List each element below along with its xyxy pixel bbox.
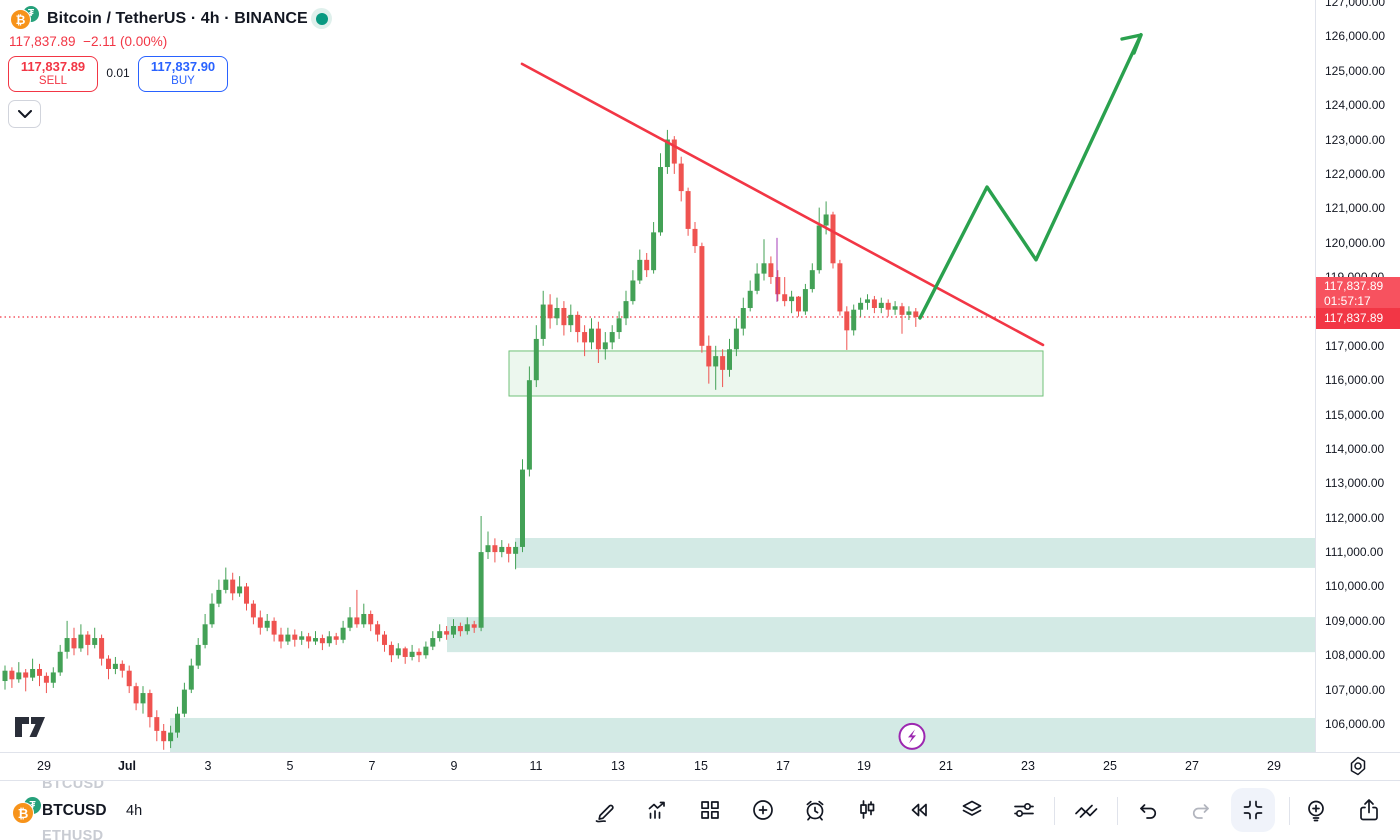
chart-type-icon[interactable] — [853, 796, 881, 824]
bitcoin-icon: ₿ — [12, 802, 34, 824]
lightning-icon[interactable] — [898, 722, 926, 750]
time-tick: 25 — [1103, 759, 1117, 773]
price-tick: 113,000.00 — [1325, 476, 1385, 491]
price-tick: 112,000.00 — [1325, 510, 1385, 525]
watchlist-item-prev[interactable]: BTCUSD — [42, 780, 105, 792]
bottom-bar: BTCUSD ₮ ₿ BTCUSD 4h ETHUSD — [0, 780, 1400, 840]
time-tick: 15 — [694, 759, 708, 773]
candles — [2, 129, 919, 750]
price-tick: 114,000.00 — [1325, 441, 1385, 456]
price-countdown-label: 117,837.89 01:57:17 — [1316, 276, 1400, 309]
price-tick: 127,000.00 — [1325, 0, 1386, 9]
last-price-label-2: 117,837.89 — [1316, 307, 1400, 329]
axis-settings-icon[interactable] — [1334, 753, 1382, 779]
replay-icon[interactable] — [905, 796, 933, 824]
price-change-row: 117,837.89 −2.11 (0.00%) — [9, 34, 167, 49]
chart-canvas[interactable]: ₮ ₿ Bitcoin / TetherUS · 4h · BINANCE 11… — [0, 0, 1315, 752]
time-tick: Jul — [117, 759, 137, 773]
price-change: −2.11 (0.00%) — [83, 34, 168, 49]
price-tick: 125,000.00 — [1325, 63, 1386, 78]
candlestick-chart — [0, 32, 1315, 752]
price-tick: 115,000.00 — [1325, 407, 1385, 422]
toolbar-separator — [1117, 797, 1118, 825]
add-icon[interactable] — [749, 796, 777, 824]
price-tick: 109,000.00 — [1325, 613, 1386, 628]
pair-icon: ₮ ₿ — [10, 6, 40, 32]
last-price: 117,837.89 — [9, 34, 76, 49]
price-tick: 111,000.00 — [1325, 545, 1384, 560]
price-tick: 107,000.00 — [1325, 682, 1386, 697]
last-price-label: 117,837.89 — [1324, 278, 1384, 293]
zone-supply-band-106k[interactable] — [170, 717, 1315, 752]
time-tick: 13 — [611, 759, 625, 773]
countdown-timer: 01:57:17 — [1324, 294, 1371, 309]
time-tick: 27 — [1185, 759, 1199, 773]
price-tick: 121,000.00 — [1325, 201, 1386, 216]
price-tick: 110,000.00 — [1325, 579, 1385, 594]
zone-supply-band-111k[interactable] — [515, 537, 1315, 568]
time-axis[interactable]: 29 Jul 3 5 7 9 11 13 15 17 19 21 23 25 27 29 — [0, 752, 1400, 780]
price-tick: 124,000.00 — [1325, 98, 1386, 113]
pair-icon-small: ₮ ₿ — [12, 797, 48, 827]
active-symbol-button[interactable]: BTCUSD — [42, 802, 107, 819]
buy-button[interactable]: 117,837.90 BUY — [138, 56, 228, 92]
zone-supply-band-108k[interactable] — [447, 617, 1315, 653]
price-tick: 122,000.00 — [1325, 166, 1386, 181]
sell-button[interactable]: 117,837.89 SELL — [8, 56, 98, 92]
drawings-icon[interactable] — [1071, 796, 1099, 824]
spread-value: 0.01 — [106, 66, 130, 80]
price-tick: 116,000.00 — [1325, 373, 1385, 388]
undo-icon[interactable] — [1134, 796, 1162, 824]
price-tick: 120,000.00 — [1325, 235, 1386, 250]
time-tick: 29 — [1267, 759, 1281, 773]
time-tick: 11 — [529, 759, 543, 773]
collapse-icon[interactable] — [1239, 796, 1267, 824]
time-tick: 29 — [37, 759, 51, 773]
time-tick: 7 — [368, 759, 376, 773]
market-status-dot — [311, 8, 332, 29]
projection-arrowhead — [1120, 33, 1143, 55]
expand-toolbar-button[interactable] — [8, 100, 41, 128]
alert-icon[interactable] — [801, 796, 829, 824]
price-axis[interactable]: 127,000.00 126,000.00 125,000.00 124,000.00… — [1315, 0, 1400, 752]
share-icon[interactable] — [1355, 796, 1383, 824]
indicators-icon[interactable] — [643, 796, 671, 824]
toolbar-separator — [1054, 797, 1055, 825]
redo-icon — [1187, 796, 1215, 824]
templates-icon[interactable] — [696, 796, 724, 824]
toolbar-separator — [1289, 797, 1290, 825]
chevron-down-icon — [17, 109, 32, 118]
time-tick: 5 — [286, 759, 294, 773]
time-tick: 17 — [776, 759, 790, 773]
descending-trendline[interactable] — [520, 62, 1045, 347]
zone-resistance-box[interactable] — [508, 350, 1044, 397]
time-tick: 3 — [204, 759, 212, 773]
tradingview-logo[interactable] — [14, 716, 50, 743]
price-tick: 117,000.00 — [1325, 338, 1385, 353]
price-tick: 108,000.00 — [1325, 648, 1386, 663]
idea-icon[interactable] — [1302, 796, 1330, 824]
symbol-title[interactable]: Bitcoin / TetherUS · 4h · BINANCE — [47, 10, 308, 27]
watchlist-item-next[interactable]: ETHUSD — [42, 828, 104, 840]
price-tick: 106,000.00 — [1325, 717, 1386, 731]
interval-button[interactable]: 4h — [126, 803, 143, 819]
collapse-button-highlight — [1231, 788, 1275, 832]
time-tick: 23 — [1021, 759, 1035, 773]
time-tick: 19 — [857, 759, 871, 773]
projection-arrow[interactable] — [918, 32, 1143, 320]
price-tick: 126,000.00 — [1325, 29, 1386, 44]
draw-icon[interactable] — [591, 796, 619, 824]
time-tick: 21 — [939, 759, 953, 773]
objects-icon[interactable] — [958, 796, 986, 824]
price-tick: 123,000.00 — [1325, 132, 1386, 147]
bitcoin-icon: ₿ — [10, 9, 31, 30]
settings-icon[interactable] — [1010, 796, 1038, 824]
time-tick: 9 — [450, 759, 458, 773]
